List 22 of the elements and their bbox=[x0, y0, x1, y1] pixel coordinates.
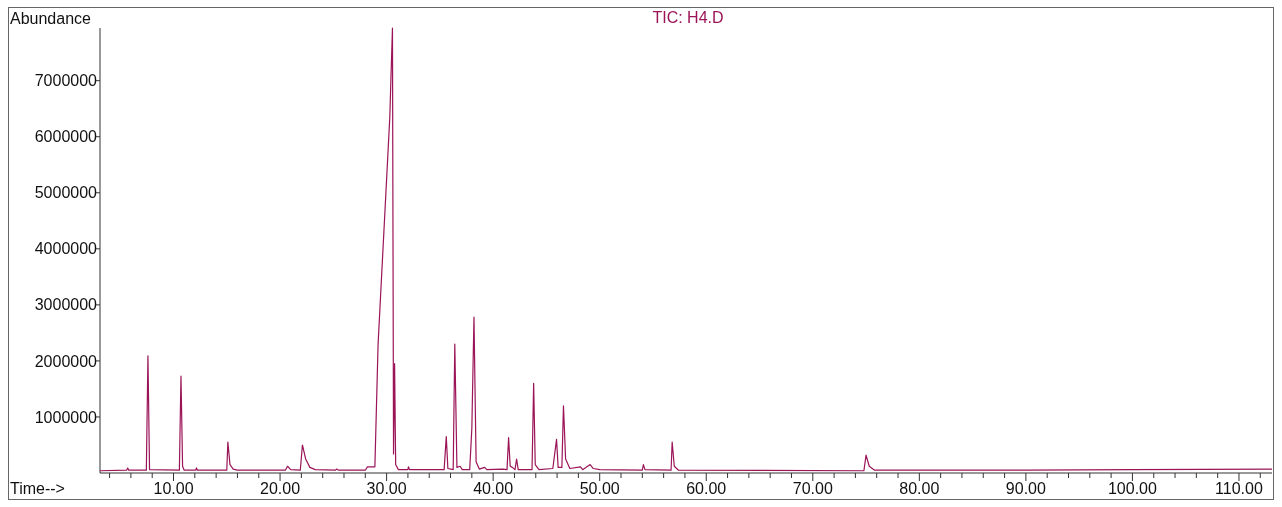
x-tick-label: 30.00 bbox=[366, 480, 407, 497]
y-tick-label: 5000000 bbox=[34, 184, 98, 202]
line-series bbox=[99, 27, 1273, 472]
x-tick-label: 80.00 bbox=[899, 480, 940, 497]
x-tick-label: 20.00 bbox=[260, 480, 301, 497]
y-tick-label: 6000000 bbox=[34, 128, 98, 146]
x-tick-label: 90.00 bbox=[1005, 480, 1046, 497]
y-tick-label: 1000000 bbox=[34, 408, 98, 426]
x-tick-label: 70.00 bbox=[792, 480, 833, 497]
y-axis-title: Abundance bbox=[10, 10, 92, 27]
x-tick-label: 100.00 bbox=[1107, 480, 1157, 497]
x-tick-label: 110.00 bbox=[1215, 480, 1263, 497]
y-tick-label: 7000000 bbox=[34, 72, 98, 90]
x-tick-label: 10.00 bbox=[153, 480, 194, 497]
x-tick-label: 40.00 bbox=[473, 480, 514, 497]
y-tick-label: 2000000 bbox=[34, 352, 98, 370]
y-tick-label: 3000000 bbox=[34, 296, 98, 314]
x-axis-title: Time--> bbox=[10, 480, 65, 497]
x-tick-label: 60.00 bbox=[686, 480, 727, 497]
chart-title: TIC: H4.D bbox=[652, 9, 724, 26]
y-tick-label: 4000000 bbox=[34, 240, 98, 258]
x-tick-label: 50.00 bbox=[579, 480, 620, 497]
